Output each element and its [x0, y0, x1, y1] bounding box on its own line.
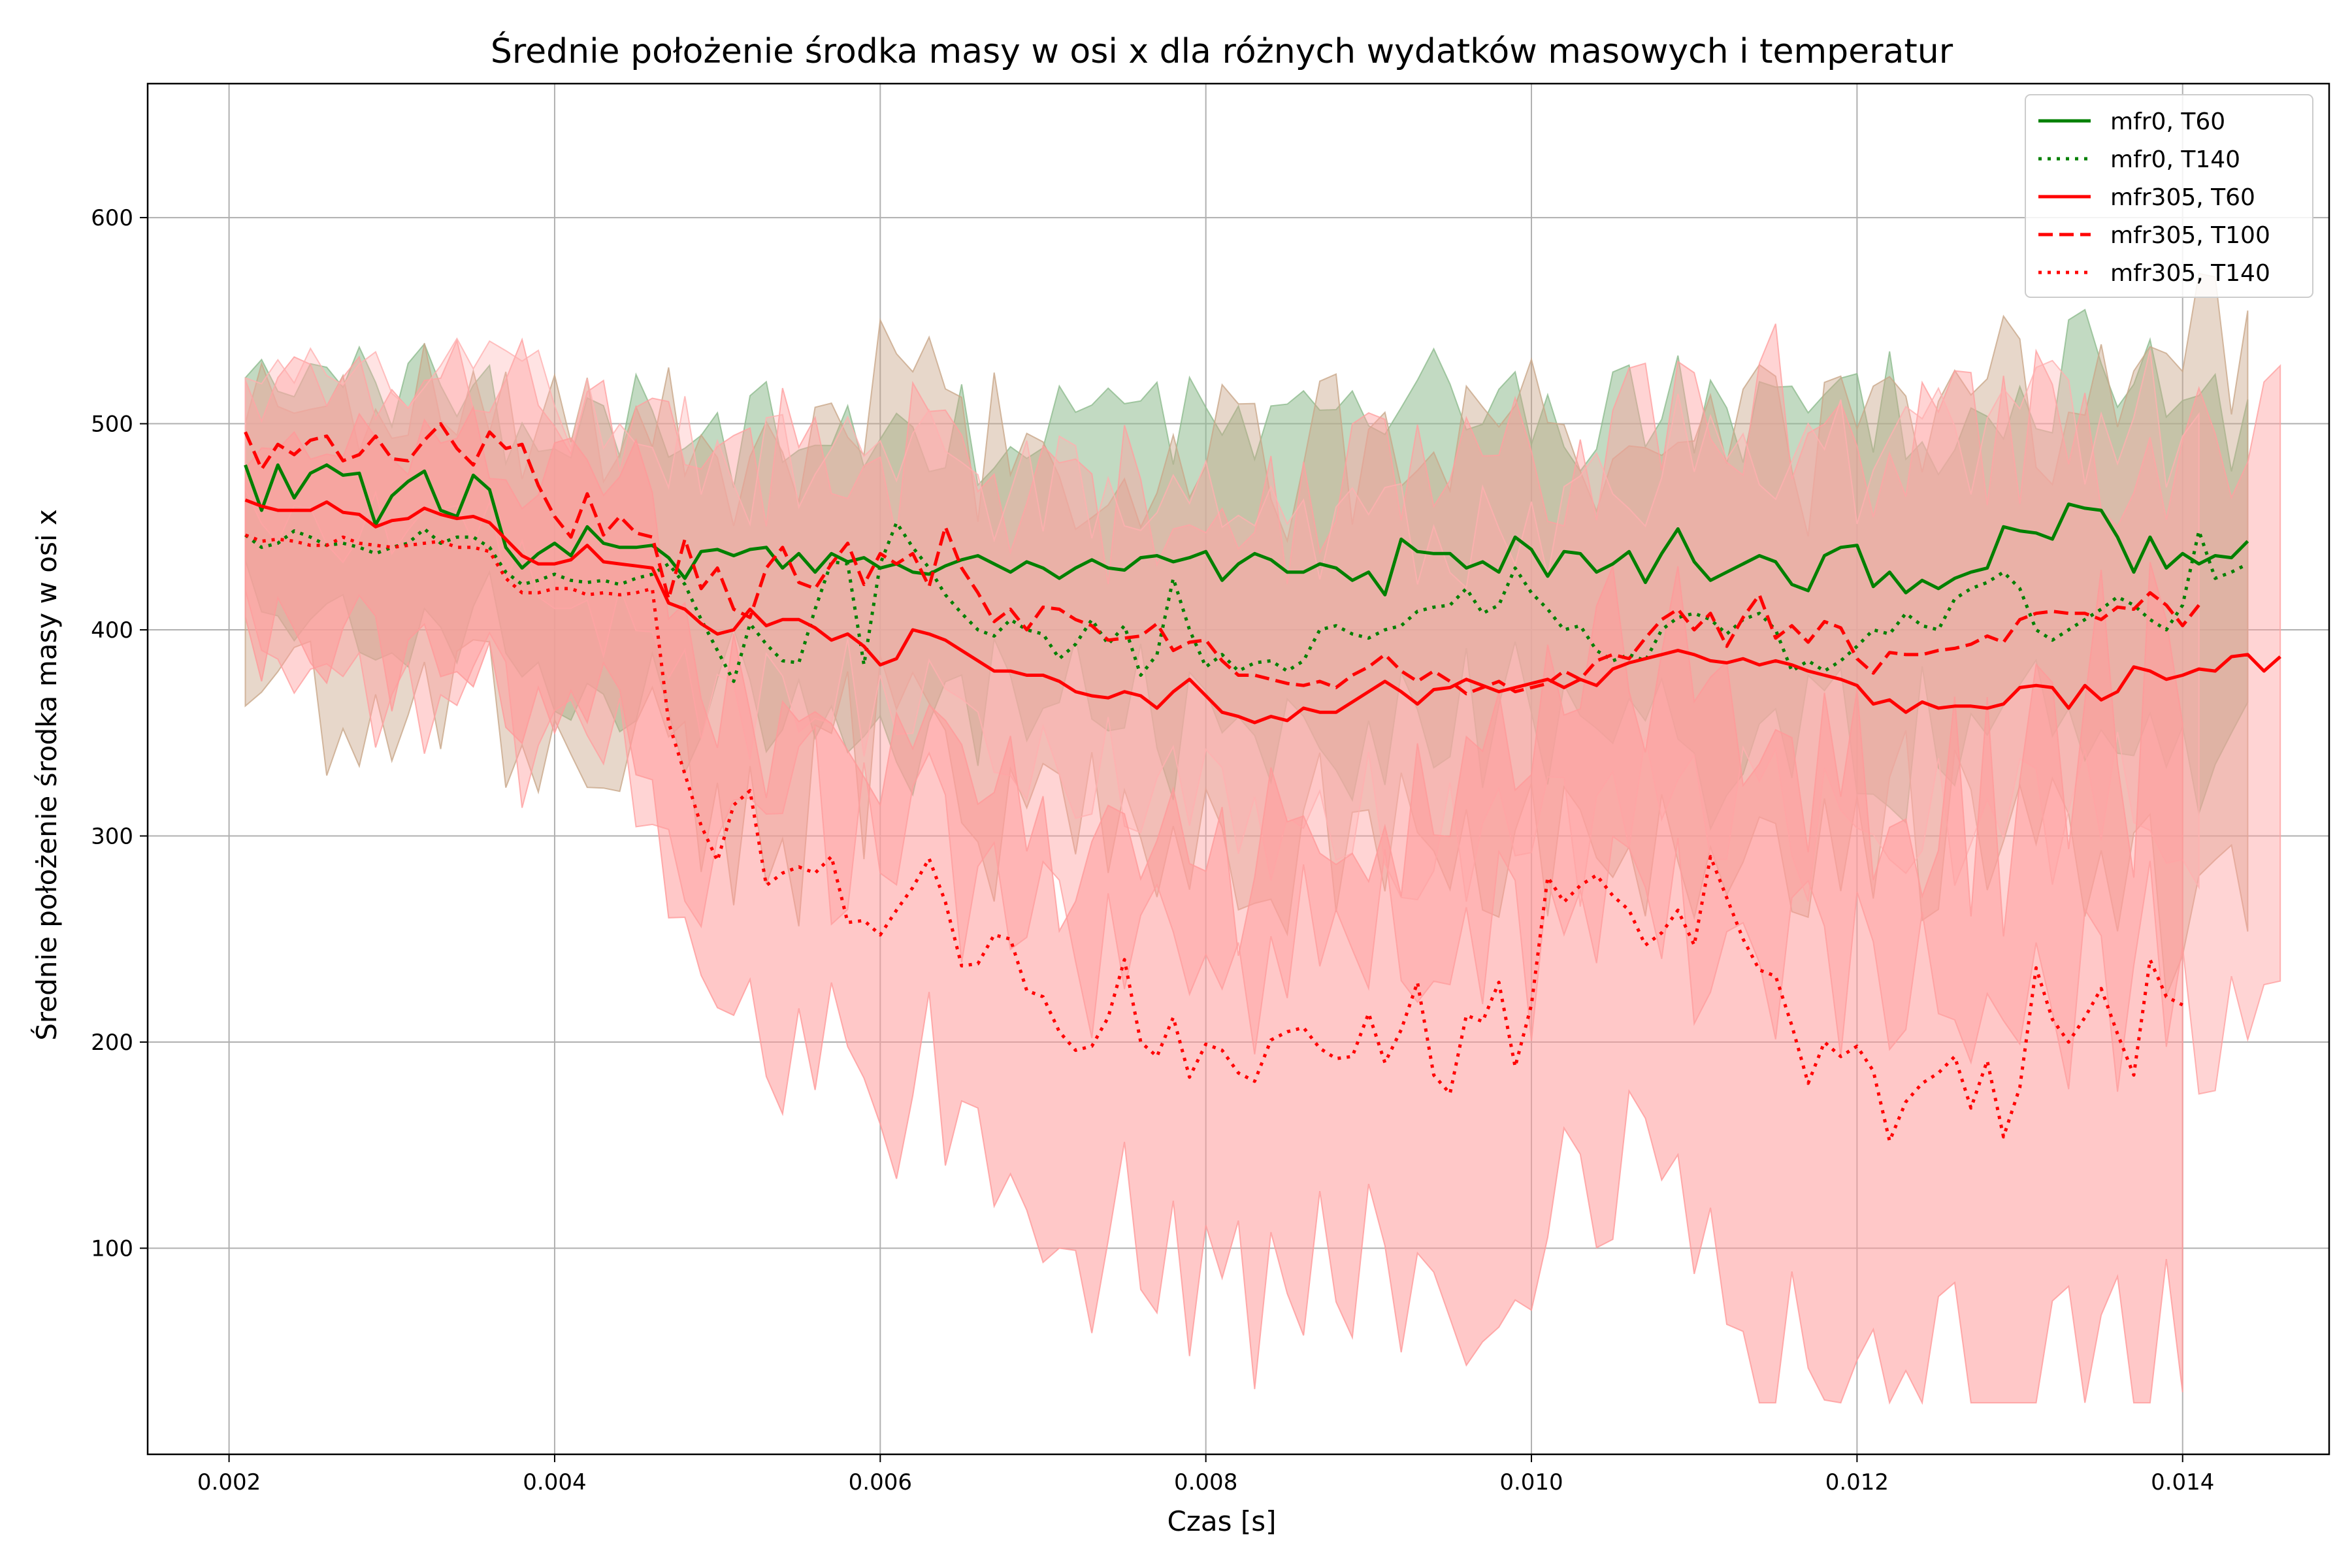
- y-tick-label: 600: [91, 205, 133, 231]
- x-tick-label: 0.004: [523, 1469, 586, 1495]
- y-axis-title: Średnie położenie środka masy w osi x: [30, 509, 63, 1040]
- series-line-4: [244, 533, 2183, 1143]
- legend-box: [2025, 94, 2313, 298]
- y-tick-label: 500: [91, 412, 133, 438]
- confidence-bands: [244, 272, 2281, 1405]
- x-tick-label: 0.012: [1825, 1469, 1889, 1495]
- series-line-1: [244, 521, 2249, 683]
- x-tick-label: 0.006: [849, 1469, 912, 1495]
- y-tick-label: 100: [91, 1236, 133, 1262]
- plot-area-frame: [146, 82, 2330, 1456]
- axis-ticks: 0.002 0.004 0.006 0.008 0.010 0.012 0.014 100 20…: [91, 205, 2214, 1495]
- x-tick-label: 0.010: [1499, 1469, 1563, 1495]
- chart-title: Średnie położenie środka masy w osi x dl…: [491, 31, 1953, 71]
- x-axis-title: Czas [s]: [1168, 1505, 1277, 1537]
- legend-label: mfr305, T140: [2110, 260, 2270, 287]
- legend-label: mfr305, T60: [2110, 184, 2255, 211]
- y-tick-label: 400: [91, 617, 133, 644]
- legend-label: mfr0, T140: [2110, 146, 2240, 173]
- legend-label: mfr305, T100: [2110, 222, 2270, 249]
- series-line-0: [244, 463, 2249, 596]
- x-tick-label: 0.008: [1174, 1469, 1237, 1495]
- legend: mfr0, T60 mfr0, T140 mfr305, T60 mfr305, T1…: [2025, 94, 2313, 298]
- y-tick-label: 200: [91, 1030, 133, 1056]
- x-tick-label: 0.002: [197, 1469, 261, 1495]
- y-tick-label: 300: [91, 824, 133, 850]
- series-lines: [244, 422, 2281, 1143]
- band-area-4: [244, 405, 2183, 1405]
- series-line-3: [244, 422, 2200, 696]
- legend-label: mfr0, T60: [2110, 108, 2225, 135]
- x-tick-label: 0.014: [2151, 1469, 2214, 1495]
- series-line-2: [244, 498, 2281, 725]
